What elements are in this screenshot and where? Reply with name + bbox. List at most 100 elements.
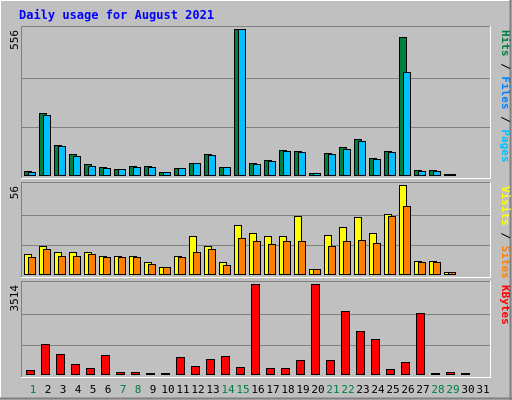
panel-side-legend: Hits / Files / Pages <box>499 30 512 163</box>
legend-pages: Pages <box>499 129 512 162</box>
x-tick-label: 27 <box>416 383 429 396</box>
legend-separator: / <box>499 57 512 77</box>
x-tick-label: 17 <box>266 383 279 396</box>
bar-files-day-20 <box>313 173 321 176</box>
bar-kbytes-day-14 <box>221 356 230 375</box>
bar-sites-day-6 <box>103 257 111 275</box>
bar-sites-day-16 <box>253 241 261 275</box>
bar-files-day-9 <box>148 167 156 176</box>
bar-kbytes-day-6 <box>101 355 110 375</box>
bar-sites-day-19 <box>298 241 306 275</box>
x-tick-label: 6 <box>105 383 112 396</box>
panel-pages-files-hits: 556 Hits / Files / Pages <box>8 26 512 179</box>
x-tick-label: 14 <box>221 383 235 396</box>
panel-max-label: 556 <box>8 30 21 50</box>
bar-sites-day-5 <box>88 254 96 275</box>
bar-sites-day-12 <box>193 252 201 275</box>
bar-sites-day-18 <box>283 241 291 275</box>
x-tick-label: 9 <box>150 383 157 396</box>
bar-files-day-15 <box>238 29 246 176</box>
bar-kbytes-day-5 <box>86 368 95 375</box>
bar-kbytes-day-26 <box>401 362 410 375</box>
bar-sites-day-3 <box>58 256 66 275</box>
bar-files-day-2 <box>43 115 51 176</box>
bar-sites-day-13 <box>208 249 216 275</box>
bar-kbytes-day-11 <box>176 357 185 375</box>
chart-title: Daily usage for August 2021 <box>19 8 214 22</box>
x-tick-label: 11 <box>176 383 189 396</box>
bar-files-day-29 <box>448 174 456 176</box>
bar-sites-day-15 <box>238 238 246 275</box>
bar-sites-day-27 <box>418 262 426 275</box>
bar-files-day-26 <box>403 72 411 176</box>
bar-sites-day-21 <box>328 246 336 275</box>
bar-files-day-6 <box>103 168 111 176</box>
bar-kbytes-day-24 <box>371 339 380 375</box>
x-tick-label: 16 <box>251 383 264 396</box>
bar-files-day-3 <box>58 146 66 176</box>
legend-hits: Hits <box>499 30 512 57</box>
bar-sites-day-29 <box>448 272 456 275</box>
bar-files-day-16 <box>253 164 261 176</box>
legend-separator: / <box>499 226 512 246</box>
bar-files-day-25 <box>388 152 396 176</box>
bar-kbytes-day-7 <box>116 372 125 375</box>
x-tick-label: 7 <box>120 383 127 396</box>
bar-sites-day-10 <box>163 267 171 275</box>
bar-sites-day-4 <box>73 256 81 275</box>
bar-kbytes-day-30 <box>461 373 470 375</box>
bar-files-day-5 <box>88 166 96 176</box>
bar-kbytes-day-4 <box>71 364 80 375</box>
bar-files-day-13 <box>208 155 216 176</box>
bar-files-day-23 <box>358 141 366 176</box>
bar-sites-day-9 <box>148 264 156 275</box>
bar-kbytes-day-21 <box>326 360 335 375</box>
legend-separator: / <box>499 110 512 130</box>
bar-kbytes-day-25 <box>386 369 395 375</box>
x-tick-label: 29 <box>446 383 459 396</box>
bar-files-day-10 <box>163 172 171 176</box>
x-tick-label: 28 <box>431 383 444 396</box>
bar-sites-day-14 <box>223 265 231 275</box>
bar-kbytes-day-19 <box>296 360 305 375</box>
bar-files-day-21 <box>328 154 336 176</box>
bar-kbytes-day-3 <box>56 354 65 375</box>
bar-files-day-11 <box>178 168 186 176</box>
bar-sites-day-17 <box>268 244 276 275</box>
bar-files-day-27 <box>418 171 426 176</box>
panel-max-label: 3514 <box>8 285 21 312</box>
x-tick-label: 18 <box>281 383 294 396</box>
bar-sites-day-26 <box>403 206 411 275</box>
bar-sites-day-2 <box>43 249 51 275</box>
panel-side-legend: KBytes <box>499 285 512 325</box>
legend-files: Files <box>499 76 512 109</box>
x-tick-label: 1 <box>30 383 37 396</box>
x-axis-labels: 1 2 3 4 5 6 7 8 9 10 11 12 13 14 15 16 17 18 19 20 21 22 23 24 2… <box>30 383 490 396</box>
bar-kbytes-day-8 <box>131 372 140 375</box>
x-tick-label: 19 <box>296 383 309 396</box>
bar-files-day-24 <box>373 159 381 176</box>
x-tick-label: 26 <box>401 383 414 396</box>
bar-sites-day-11 <box>178 257 186 275</box>
bar-files-day-14 <box>223 167 231 176</box>
bar-kbytes-day-22 <box>341 311 350 375</box>
panel-max-label: 56 <box>8 186 21 199</box>
chart-panels: 556 Hits / Files / Pages 56 Visits / Sites 3… <box>8 26 512 378</box>
x-tick-label: 20 <box>311 383 324 396</box>
bar-sites-day-24 <box>373 243 381 275</box>
panel-visits-sites: 56 Visits / Sites <box>8 182 512 279</box>
bar-kbytes-day-15 <box>236 367 245 375</box>
x-tick-label: 10 <box>161 383 174 396</box>
bar-sites-day-7 <box>118 257 126 275</box>
bar-kbytes-day-16 <box>251 284 260 375</box>
x-tick-label: 12 <box>191 383 204 396</box>
bar-files-day-17 <box>268 161 276 176</box>
bar-kbytes-day-10 <box>161 373 170 375</box>
x-tick-label: 4 <box>75 383 82 396</box>
bar-kbytes-day-2 <box>41 344 50 375</box>
bar-kbytes-day-1 <box>26 370 35 375</box>
x-tick-label: 24 <box>371 383 385 396</box>
x-tick-label: 22 <box>341 383 354 396</box>
bar-sites-day-25 <box>388 216 396 275</box>
